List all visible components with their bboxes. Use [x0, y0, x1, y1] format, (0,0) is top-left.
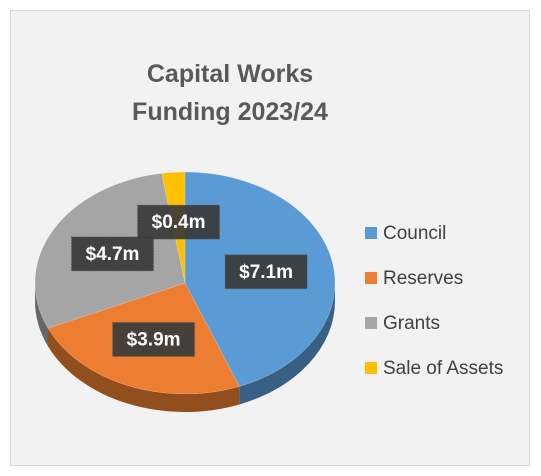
data-label-box [71, 236, 155, 272]
slice-side [48, 328, 240, 412]
legend-label: Sale of Assets [383, 358, 503, 379]
data-label-text: $4.7m [86, 244, 140, 265]
data-label-box [137, 204, 221, 240]
legend-swatch [365, 362, 377, 374]
data-label-box [224, 254, 308, 290]
slice-side [239, 283, 336, 405]
data-label: $3.9m [112, 321, 196, 357]
legend-swatch [365, 317, 377, 329]
chart-title: Capital Works Funding 2023/24 [132, 60, 328, 126]
data-label-text: $0.4m [152, 212, 206, 233]
legend-swatch [365, 227, 377, 239]
data-label-text: $7.1m [239, 262, 293, 283]
legend-label: Grants [383, 313, 440, 334]
legend-label: Reserves [383, 268, 463, 289]
data-label-box [112, 321, 196, 357]
data-label: $0.4m [137, 204, 221, 240]
data-label-text: $3.9m [127, 329, 181, 350]
legend-swatch [365, 272, 377, 284]
legend-label: Council [383, 223, 446, 244]
slice-side [35, 283, 49, 347]
data-label: $4.7m [71, 236, 155, 272]
data-label: $7.1m [224, 254, 308, 290]
